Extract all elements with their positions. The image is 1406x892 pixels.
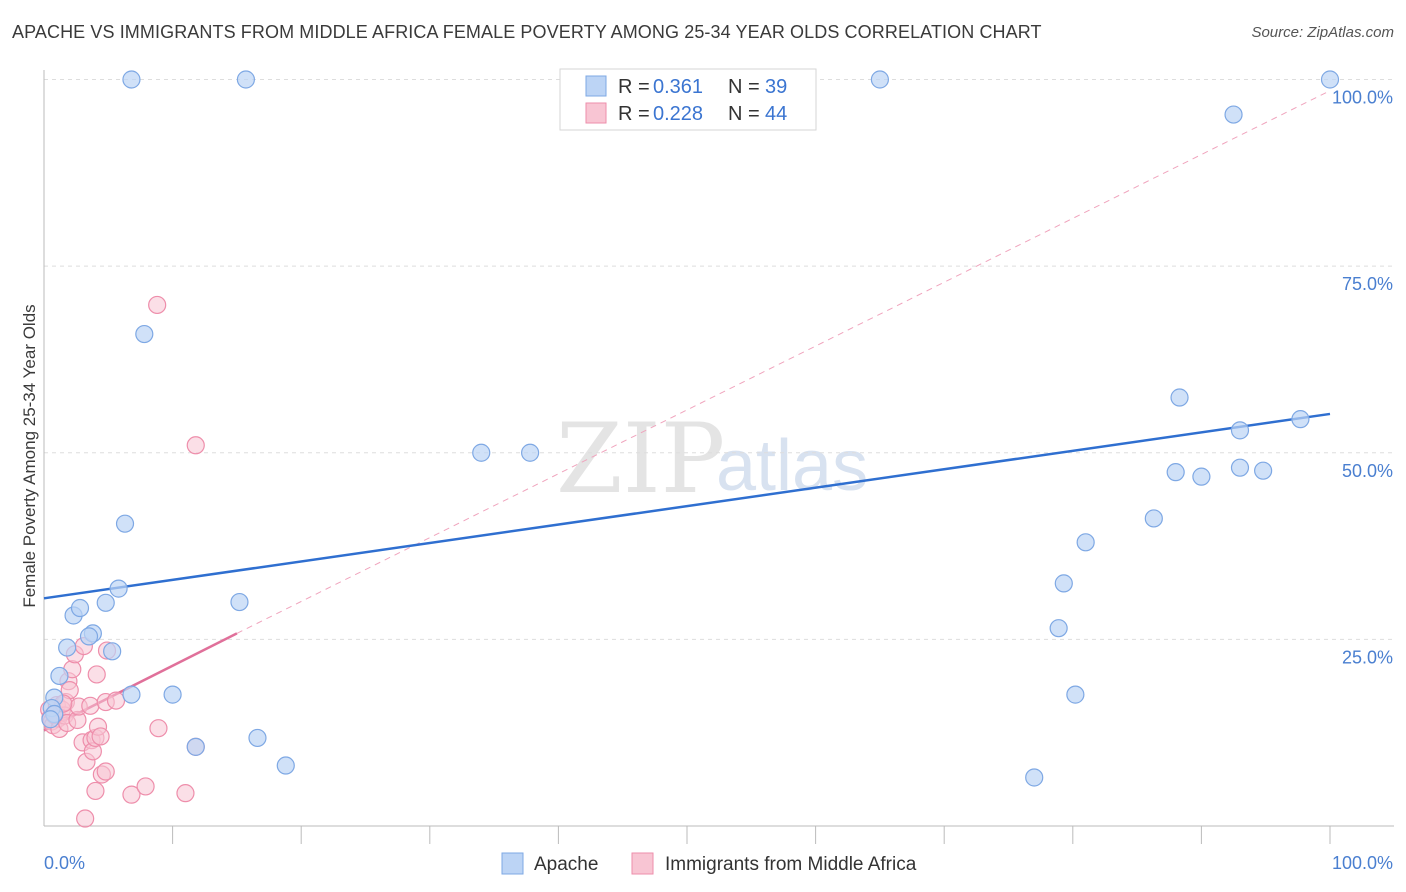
- point-apache-27: [1224, 105, 1243, 124]
- point-apache-7: [70, 598, 90, 618]
- point-apache-38: [1049, 619, 1068, 638]
- y-tick-label-1: 50.0%: [1342, 461, 1393, 481]
- legend-swatch-immigrants: [585, 102, 607, 124]
- point-apache-9: [79, 627, 99, 646]
- point-immigrants-35: [136, 777, 155, 796]
- point-apache-10: [96, 593, 115, 612]
- point-apache-4: [50, 666, 69, 686]
- point-immigrants-26: [87, 665, 106, 684]
- point-apache-17: [186, 737, 205, 756]
- point-apache-32: [1192, 467, 1211, 486]
- point-apache-5: [58, 638, 77, 657]
- legend-n-value-immigrants: 44: [765, 103, 787, 125]
- point-apache-31: [1166, 463, 1185, 482]
- legend-r-prefix-immigrants: R =: [618, 103, 650, 125]
- point-apache-26: [1320, 70, 1340, 89]
- point-apache-20: [276, 756, 295, 775]
- axis-layer: [43, 70, 1394, 827]
- legend-r-value-apache: 0.361: [653, 76, 703, 98]
- point-apache-3: [41, 710, 60, 729]
- point-apache-12: [109, 579, 128, 598]
- point-apache-11: [103, 642, 122, 661]
- bottom-legend-label-immigrants: Immigrants from Middle Africa: [665, 854, 917, 875]
- point-apache-28: [1170, 388, 1189, 407]
- legend-r-prefix-apache: R =: [618, 76, 650, 98]
- point-apache-15: [135, 324, 154, 344]
- x-tick-label-max: 100.0%: [1332, 853, 1393, 873]
- point-apache-37: [1054, 574, 1073, 593]
- chart-title: APACHE VS IMMIGRANTS FROM MIDDLE AFRICA …: [12, 22, 1042, 42]
- point-apache-19: [248, 728, 267, 748]
- point-apache-25: [870, 70, 890, 89]
- point-apache-34: [1254, 461, 1273, 480]
- legend-n-value-apache: 39: [765, 76, 787, 98]
- point-immigrants-25: [86, 781, 105, 801]
- point-apache-14: [122, 685, 141, 704]
- point-apache-16: [163, 685, 182, 704]
- point-apache-30: [1230, 421, 1250, 440]
- point-apache-13: [115, 514, 135, 533]
- y-axis-label: Female Poverty Among 25-34 Year Olds: [20, 304, 39, 607]
- point-apache-23: [472, 443, 491, 462]
- legend-r-value-immigrants: 0.228: [653, 103, 703, 125]
- point-immigrants-36: [149, 719, 168, 738]
- trendline-apache: [43, 412, 1331, 600]
- point-apache-22: [236, 70, 256, 89]
- y-tick-label-0: 25.0%: [1342, 647, 1393, 667]
- point-apache-40: [1025, 768, 1044, 787]
- point-immigrants-33: [106, 691, 126, 710]
- point-immigrants-38: [176, 784, 195, 803]
- point-immigrants-40: [186, 436, 205, 455]
- point-apache-24: [521, 443, 540, 462]
- point-apache-29: [1291, 410, 1310, 429]
- watermark: ZIP atlas: [556, 403, 868, 515]
- point-immigrants-21: [81, 696, 100, 715]
- chart-source: Source: ZipAtlas.com: [1251, 24, 1394, 41]
- point-apache-33: [1230, 458, 1250, 477]
- trendline-immigrants-extension: [236, 90, 1331, 634]
- point-immigrants-34: [122, 785, 141, 804]
- ticks-layer: 0.0% 100.0% 25.0% 50.0% 75.0% 100.0%: [44, 88, 1393, 874]
- bottom-legend: Apache Immigrants from Middle Africa: [501, 852, 917, 875]
- point-apache-35: [1144, 509, 1163, 528]
- point-apache-21: [122, 70, 141, 89]
- point-apache-36: [1076, 533, 1095, 552]
- legend-n-prefix-apache: N =: [728, 76, 760, 98]
- y-tick-label-2: 75.0%: [1342, 274, 1393, 294]
- point-apache-39: [1066, 685, 1085, 704]
- point-immigrants-41: [76, 809, 95, 828]
- bottom-legend-label-apache: Apache: [534, 854, 598, 875]
- bottom-legend-swatch-immigrants: [631, 852, 654, 875]
- x-tick-label-min: 0.0%: [44, 853, 85, 873]
- watermark-zip: ZIP: [556, 403, 725, 515]
- legend: R = 0.361 N = 39 R = 0.228 N = 44: [559, 68, 817, 131]
- watermark-atlas: atlas: [716, 426, 868, 506]
- y-tick-label-3: 100.0%: [1332, 88, 1393, 108]
- point-immigrants-30: [96, 762, 115, 781]
- points-layer: [40, 70, 1340, 828]
- bottom-legend-swatch-apache: [501, 852, 524, 875]
- point-immigrants-37: [148, 295, 167, 315]
- point-immigrants-28: [91, 727, 110, 746]
- point-apache-18: [230, 592, 249, 612]
- legend-n-prefix-immigrants: N =: [728, 103, 760, 125]
- legend-swatch-apache: [585, 75, 607, 97]
